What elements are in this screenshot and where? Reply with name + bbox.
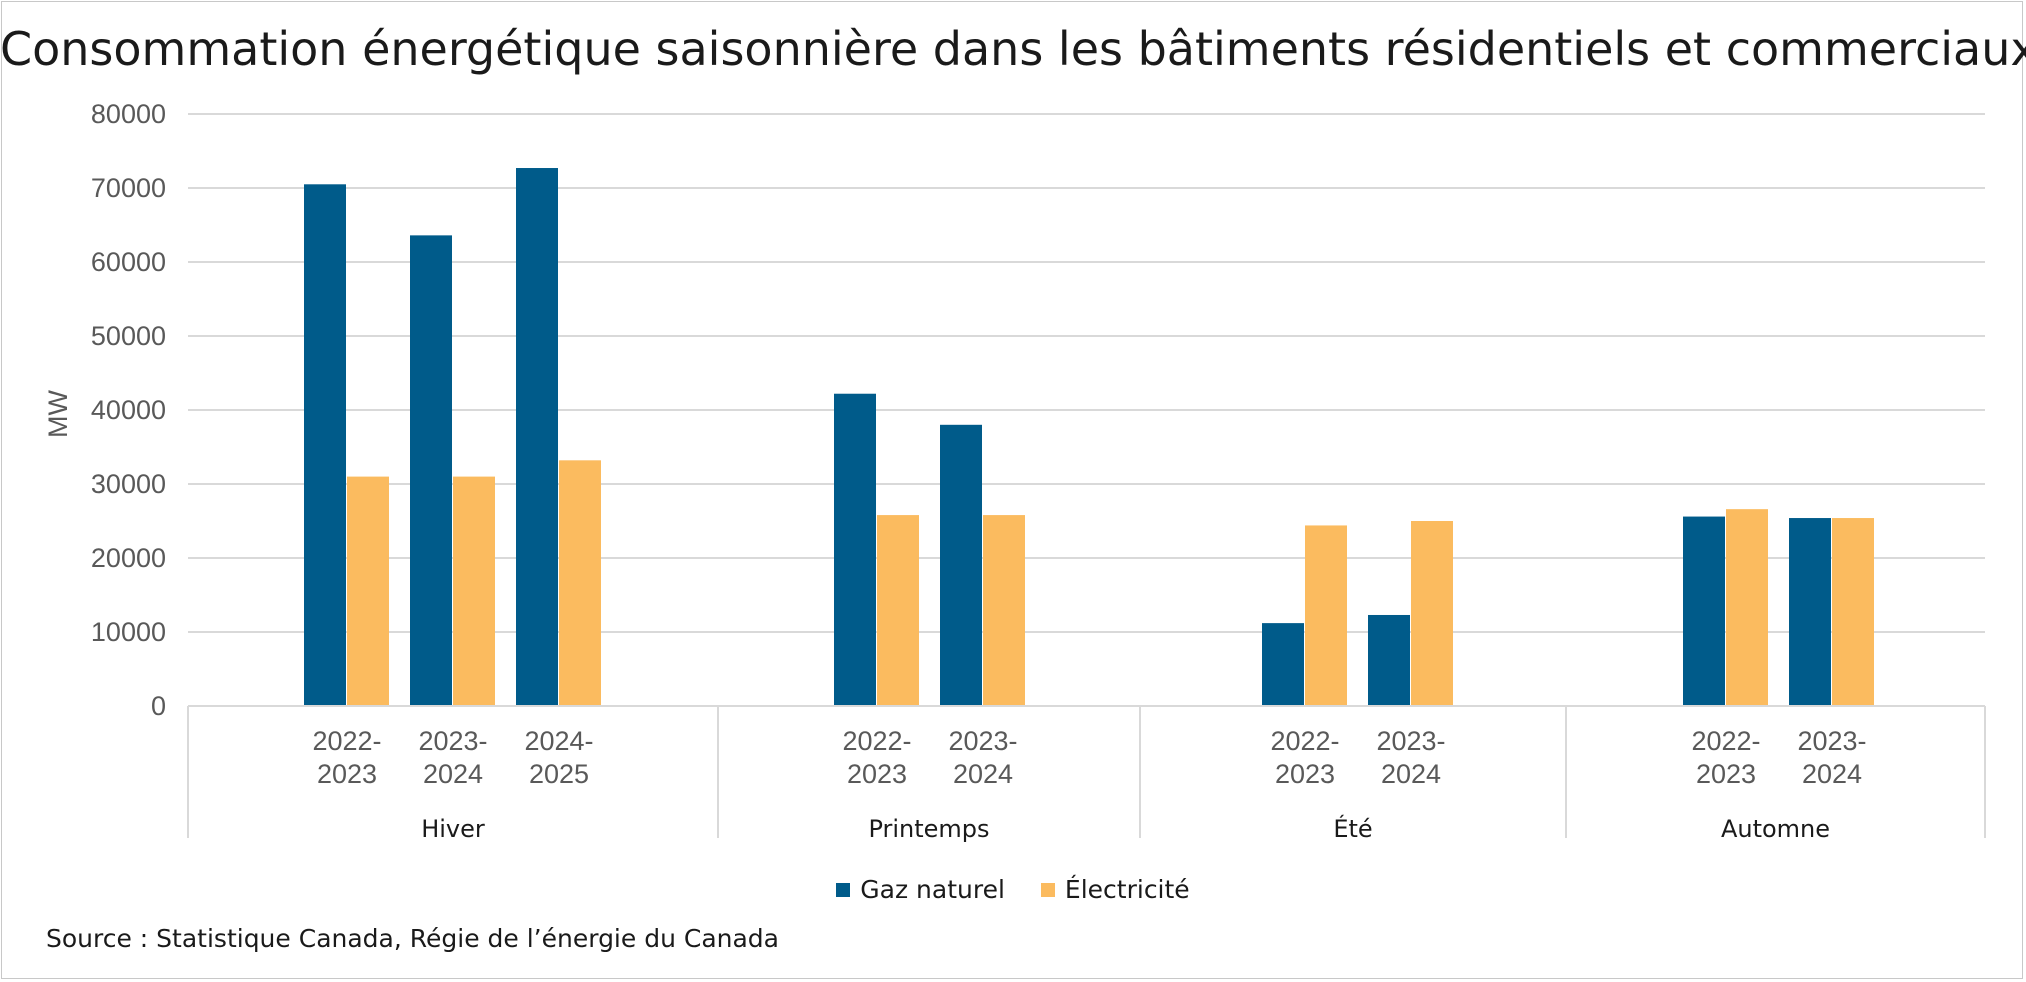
bar-electricite bbox=[1411, 521, 1453, 706]
y-tick-label: 50000 bbox=[91, 321, 166, 351]
x-tick-label: 2023- bbox=[418, 726, 487, 756]
x-tick-label: 2023 bbox=[317, 759, 377, 789]
bar-electricite bbox=[877, 515, 919, 706]
bar-gaz-naturel bbox=[940, 424, 982, 706]
bar-gaz-naturel bbox=[834, 393, 876, 706]
legend-item-gaz: Gaz naturel bbox=[836, 875, 1005, 904]
bar-gaz-naturel bbox=[410, 235, 452, 707]
y-tick-label: 30000 bbox=[91, 469, 166, 499]
season-label: Été bbox=[1333, 814, 1372, 843]
bar-electricite bbox=[1832, 518, 1874, 706]
bar-electricite bbox=[347, 476, 389, 706]
y-tick-label: 70000 bbox=[91, 173, 166, 203]
y-tick-label: 20000 bbox=[91, 543, 166, 573]
bar-chart: 0 10000 20000 30000 40000 50000 60000 70000 8000… bbox=[43, 99, 1986, 843]
bar-gaz-naturel bbox=[516, 168, 558, 706]
x-tick-label: 2022- bbox=[842, 726, 911, 756]
x-tick-label: 2022- bbox=[1270, 726, 1339, 756]
legend-label-gaz: Gaz naturel bbox=[860, 875, 1005, 904]
x-tick-label: 2023- bbox=[1376, 726, 1445, 756]
legend-swatch-gaz bbox=[836, 882, 851, 897]
x-tick-label: 2023 bbox=[1696, 759, 1756, 789]
x-tick-label: 2025 bbox=[529, 759, 589, 789]
bar-gaz-naturel bbox=[1262, 623, 1304, 706]
x-tick-label: 2023- bbox=[1797, 726, 1866, 756]
source-note: Source : Statistique Canada, Régie de l’… bbox=[46, 924, 779, 953]
y-tick-label: 40000 bbox=[91, 395, 166, 425]
x-tick-label: 2022- bbox=[312, 726, 381, 756]
bar-electricite bbox=[983, 515, 1025, 706]
y-tick-label: 60000 bbox=[91, 247, 166, 277]
y-tick-label: 0 bbox=[151, 691, 166, 721]
season-label: Automne bbox=[1721, 815, 1830, 843]
chart-title: Consommation énergétique saisonnière dan… bbox=[0, 22, 2026, 76]
legend-item-electricite: Électricité bbox=[1040, 875, 1190, 904]
bar-electricite bbox=[559, 460, 601, 706]
x-tick-label: 2024 bbox=[1381, 759, 1441, 789]
y-tick-label: 10000 bbox=[91, 617, 166, 647]
bar-gaz-naturel bbox=[1683, 516, 1725, 706]
x-tick-label: 2023 bbox=[847, 759, 907, 789]
season-label: Printemps bbox=[868, 815, 989, 843]
y-tick-label: 80000 bbox=[91, 99, 166, 129]
x-tick-label: 2023 bbox=[1275, 759, 1335, 789]
x-tick-label: 2024- bbox=[524, 726, 593, 756]
bar-electricite bbox=[1305, 525, 1347, 706]
legend: Gaz naturel Électricité bbox=[0, 875, 2026, 904]
bar-gaz-naturel bbox=[1789, 518, 1831, 706]
season-label: Hiver bbox=[421, 815, 485, 843]
x-tick-label: 2022- bbox=[1691, 726, 1760, 756]
bar-gaz-naturel bbox=[304, 184, 346, 707]
legend-label-electricite: Électricité bbox=[1064, 875, 1190, 904]
bar-electricite bbox=[453, 476, 495, 706]
bar-electricite bbox=[1726, 509, 1768, 706]
x-tick-label: 2023- bbox=[948, 726, 1017, 756]
x-tick-label: 2024 bbox=[423, 759, 483, 789]
x-tick-label: 2024 bbox=[1802, 759, 1862, 789]
bar-gaz-naturel bbox=[1368, 614, 1410, 706]
legend-swatch-electricite bbox=[1040, 882, 1055, 897]
x-tick-label: 2024 bbox=[953, 759, 1013, 789]
y-axis-label: MW bbox=[43, 390, 73, 438]
